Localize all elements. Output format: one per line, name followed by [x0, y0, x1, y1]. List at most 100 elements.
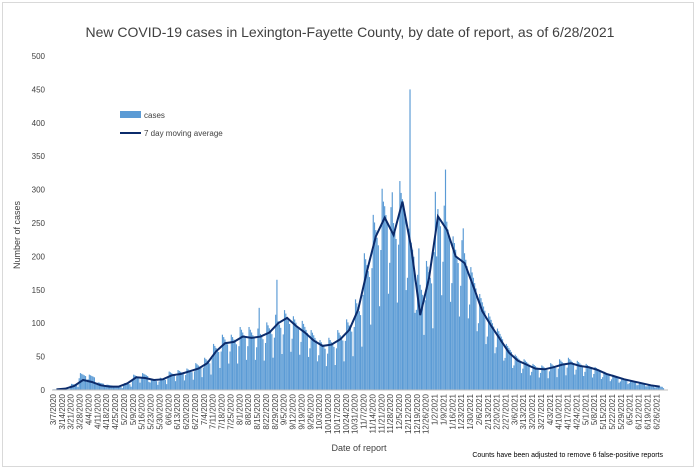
bar	[292, 316, 294, 390]
bar	[578, 362, 580, 390]
x-tick-label: 11/7/2020	[360, 393, 369, 429]
bar	[285, 313, 287, 390]
bar	[126, 383, 128, 390]
bar	[526, 361, 528, 390]
bar	[197, 365, 199, 390]
x-tick-label: 10/24/2020	[342, 393, 351, 434]
legend-swatch-cases	[120, 111, 141, 118]
bar	[619, 381, 622, 390]
bar	[570, 360, 572, 390]
bar	[579, 363, 581, 390]
bar	[496, 328, 499, 390]
bar	[172, 373, 174, 390]
x-tick-label: 4/18/2020	[102, 393, 111, 429]
bar	[235, 344, 237, 390]
bar	[628, 383, 630, 390]
bar	[361, 346, 363, 390]
x-tick-label: 5/8/2021	[590, 393, 599, 425]
x-tick-label: 9/26/2020	[306, 393, 315, 429]
bar	[571, 361, 573, 390]
bar	[176, 376, 178, 390]
bar	[210, 374, 212, 390]
bar	[420, 289, 423, 390]
bar	[220, 351, 222, 390]
x-tick-label: 3/13/2021	[519, 393, 528, 429]
x-tick-label: 12/26/2020	[422, 393, 431, 434]
bar	[174, 381, 177, 390]
bar	[306, 332, 308, 390]
bar	[152, 379, 154, 390]
bar	[76, 384, 78, 390]
bar	[238, 346, 240, 390]
x-tick-label: 5/29/2021	[617, 393, 626, 429]
bar	[199, 366, 201, 390]
bar	[136, 376, 139, 390]
bar	[254, 359, 256, 390]
bar	[140, 378, 142, 390]
bar	[646, 386, 648, 390]
bar	[655, 387, 657, 390]
bar	[414, 312, 416, 390]
bar	[333, 346, 335, 390]
bar	[129, 384, 131, 390]
bar	[141, 373, 144, 390]
bar	[348, 325, 350, 390]
bar	[301, 320, 303, 390]
bar	[394, 231, 396, 390]
bar	[617, 377, 619, 390]
bar	[500, 336, 502, 390]
bar	[503, 360, 505, 390]
bar	[228, 363, 230, 390]
x-tick-label: 3/6/2021	[510, 393, 519, 425]
bar	[77, 387, 79, 390]
bar	[583, 376, 585, 390]
bar	[433, 252, 435, 390]
bar	[556, 377, 558, 390]
bar	[533, 365, 535, 390]
x-tick-label: 3/14/2020	[58, 393, 67, 429]
bar	[149, 382, 151, 390]
x-tick-label: 4/4/2020	[84, 393, 93, 425]
bar	[360, 315, 362, 390]
bar	[569, 359, 571, 390]
bar	[404, 217, 406, 390]
x-tick-label: 9/12/2020	[289, 393, 298, 429]
bar	[302, 323, 305, 390]
bar	[295, 322, 297, 390]
bar	[78, 378, 80, 390]
bar	[162, 378, 164, 390]
bar	[507, 345, 509, 390]
x-tick-label: 11/28/2020	[386, 393, 395, 433]
bar	[84, 376, 87, 390]
bar	[242, 332, 244, 390]
bar	[87, 379, 89, 390]
bar	[529, 375, 532, 390]
bar	[443, 205, 445, 390]
bar	[517, 357, 519, 390]
bar	[482, 306, 485, 390]
bar	[534, 366, 537, 390]
bar	[461, 240, 463, 390]
bar	[389, 262, 391, 390]
bar	[352, 356, 354, 390]
x-tick-label: 5/15/2021	[599, 393, 608, 429]
x-tick-label: 6/27/2020	[191, 393, 200, 429]
bar	[490, 319, 492, 390]
bar	[518, 359, 520, 390]
bar	[422, 294, 424, 390]
bar	[379, 306, 381, 390]
bar	[474, 283, 476, 390]
bar	[202, 367, 204, 390]
y-tick-label: 150	[32, 286, 46, 295]
y-tick-label: 300	[32, 186, 46, 195]
bar	[82, 374, 84, 390]
bar	[380, 249, 382, 390]
bar	[373, 222, 376, 390]
bar	[272, 357, 274, 390]
bar	[408, 228, 410, 390]
bar	[585, 363, 587, 390]
bar	[100, 382, 102, 390]
bar	[599, 370, 601, 390]
x-tick-label: 9/19/2020	[297, 393, 306, 429]
bar	[311, 332, 314, 390]
